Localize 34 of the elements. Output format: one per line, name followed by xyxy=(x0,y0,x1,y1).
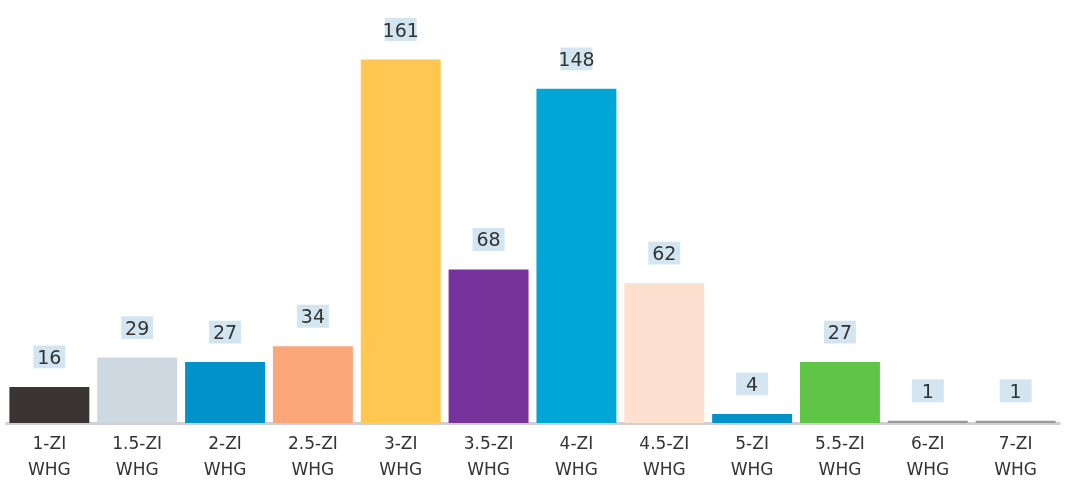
data-label: 4 xyxy=(746,372,759,395)
x-tick-label: 5.5-ZI WHG xyxy=(815,432,865,479)
data-label: 1 xyxy=(921,379,934,402)
x-tick-label: 4.5-ZI WHG xyxy=(639,432,690,479)
x-tick-label: 6-ZI WHG xyxy=(906,432,950,479)
x-tick-label: 2.5-ZI WHG xyxy=(287,432,338,479)
data-label: 1 xyxy=(1009,379,1022,402)
bar xyxy=(448,269,529,423)
bar xyxy=(272,346,353,423)
data-label: 62 xyxy=(652,242,677,265)
data-label: 16 xyxy=(37,345,62,368)
bar xyxy=(799,362,880,423)
x-tick-label: 3.5-ZI WHG xyxy=(463,432,514,479)
x-tick-label: 4-ZI WHG xyxy=(555,432,598,479)
bar xyxy=(97,357,178,423)
bar xyxy=(624,283,705,423)
data-label: 29 xyxy=(125,316,150,339)
bar xyxy=(185,362,266,423)
data-label: 68 xyxy=(476,228,501,251)
x-tick-label: 1.5-ZI WHG xyxy=(112,432,163,479)
data-label: 27 xyxy=(212,321,238,344)
data-label: 161 xyxy=(382,18,419,41)
x-tick-label: 7-ZI WHG xyxy=(994,432,1038,479)
bar xyxy=(712,413,793,423)
data-label: 27 xyxy=(827,321,853,344)
data-label: 34 xyxy=(300,305,325,328)
bar xyxy=(536,88,617,423)
x-tick-label: 5-ZI WHG xyxy=(730,432,774,479)
x-tick-label: 2-ZI WHG xyxy=(203,432,247,479)
x-tick-label: 1-ZI WHG xyxy=(27,432,71,479)
bar xyxy=(360,59,441,423)
bar xyxy=(9,386,90,423)
x-tick-label: 3-ZI WHG xyxy=(379,432,423,479)
data-label: 148 xyxy=(558,47,595,70)
